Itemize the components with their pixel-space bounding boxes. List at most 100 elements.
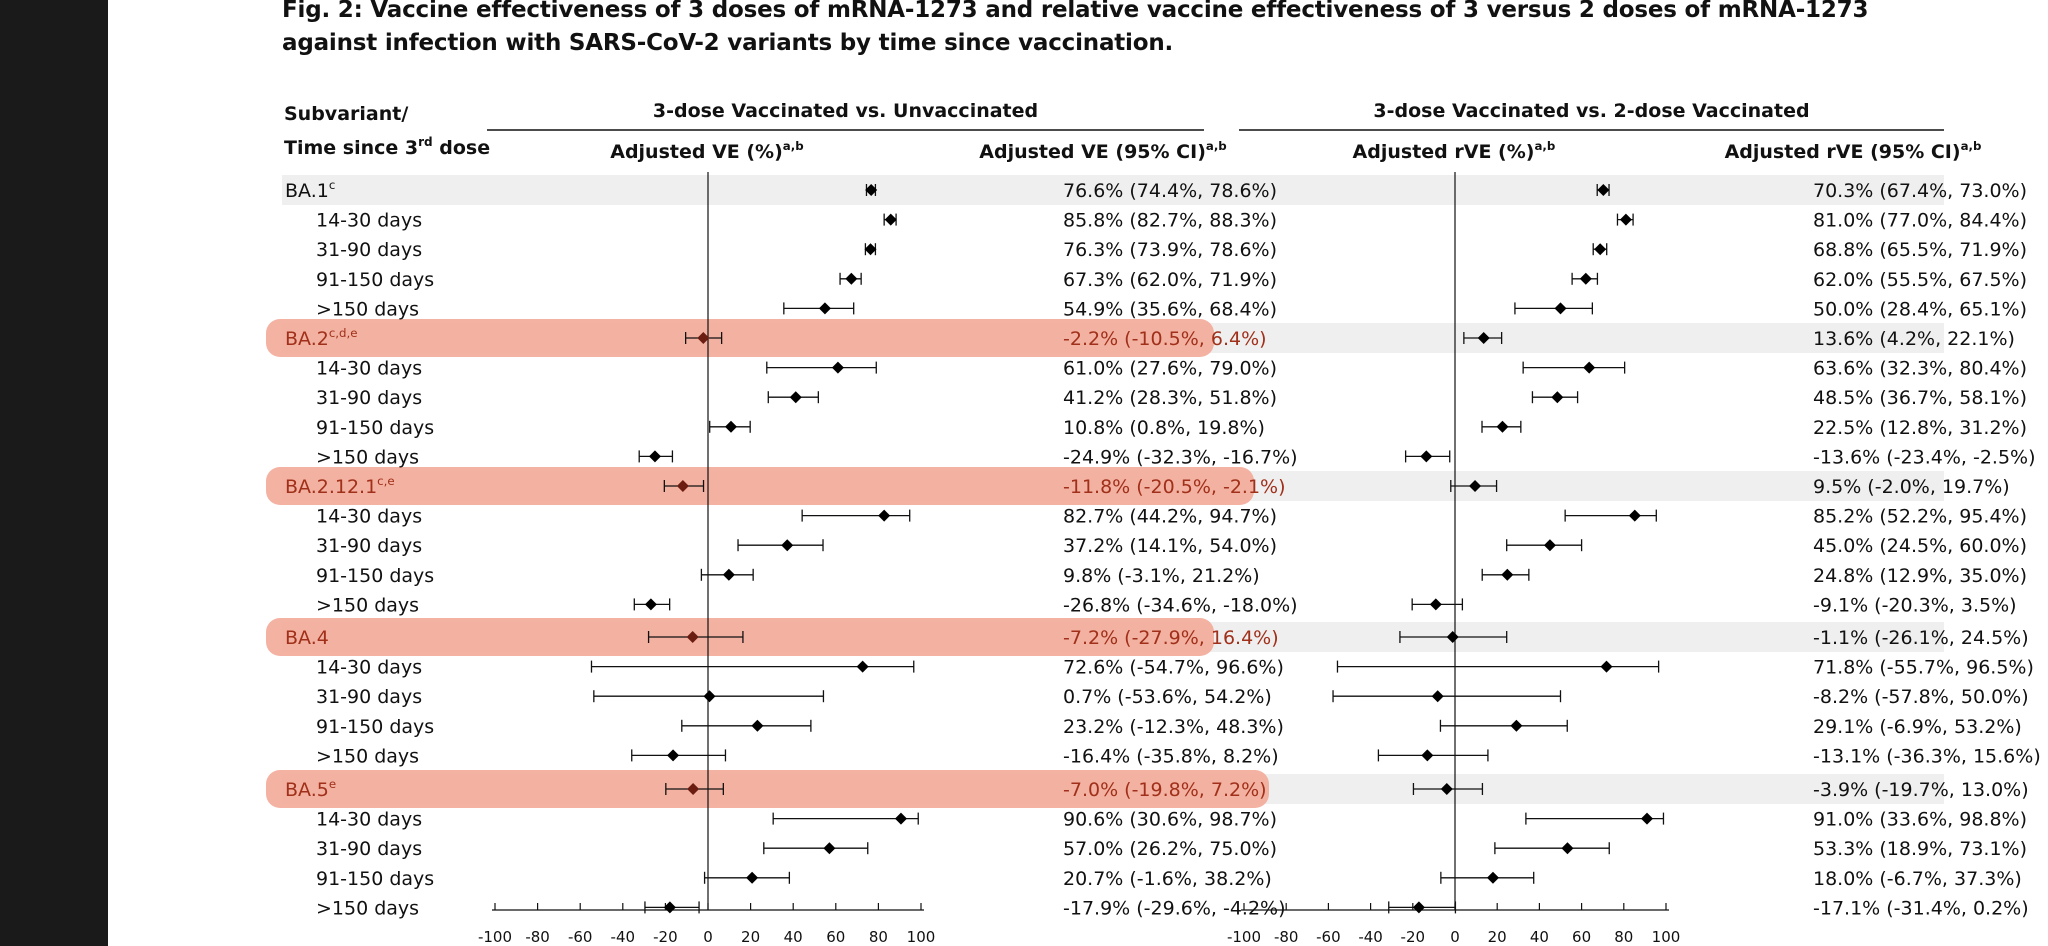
point-estimate-diamond [667,749,680,762]
estimate-ci-text: -7.2% (-27.9%, 16.4%) [1063,627,1279,649]
point-estimate-diamond [789,391,802,404]
point-estimate-diamond [686,631,699,643]
point-estimate-diamond [781,539,794,552]
row-header-line2: Time since 3rd dose [284,135,490,159]
point-estimate-diamond [697,332,710,344]
point-estimate-diamond [1501,568,1514,581]
estimate-ci-text: 85.2% (52.2%, 95.4%) [1813,506,2027,528]
plot-column-header-superscript: a,b [1534,139,1555,153]
x-tick-label: 20 [1488,928,1507,946]
point-estimate-diamond [1496,420,1509,433]
estimate-ci-text: 9.8% (-3.1%, 21.2%) [1063,565,1260,587]
row-label-time: 91-150 days [316,269,434,291]
estimate-ci-text: -9.1% (-20.3%, 3.5%) [1813,594,2017,616]
estimate-ci-text: 90.6% (30.6%, 98.7%) [1063,809,1277,831]
estimate-ci-text: 18.0% (-6.7%, 37.3%) [1813,868,2022,890]
estimate-ci-text: -2.2% (-10.5%, 6.4%) [1063,328,1267,350]
estimate-column-header-superscript: a,b [1206,139,1227,153]
row-label-time: 31-90 days [316,387,422,409]
point-estimate-diamond [1597,184,1610,196]
x-tick-label: -60 [568,928,593,946]
estimate-ci-text: 23.2% (-12.3%, 48.3%) [1063,716,1284,738]
estimate-ci-text: 57.0% (26.2%, 75.0%) [1063,838,1277,860]
estimate-ci-text: 85.8% (82.7%, 88.3%) [1063,210,1277,232]
point-estimate-diamond [648,450,661,463]
panel-unvaccinated: 3-dose Vaccinated vs. Unvaccinated Adjust… [478,100,1298,946]
estimate-ci-text: 20.7% (-1.6%, 38.2%) [1063,868,1272,890]
highlight-band [266,319,1214,357]
row-label-time: 14-30 days [316,657,422,679]
left-dark-margin [0,0,108,946]
estimate-ci-text: -8.2% (-57.8%, 50.0%) [1813,686,2029,708]
point-estimate-diamond [856,660,869,673]
estimate-ci-text: 72.6% (-54.7%, 96.6%) [1063,657,1284,679]
point-estimate-diamond [831,361,844,374]
panel-title: 3-dose Vaccinated vs. 2-dose Vaccinated [1373,100,1809,122]
row-label-group-superscript: e [329,777,336,791]
row-label-group: BA.2.12.1c,e [285,474,395,498]
point-estimate-diamond [884,213,897,226]
row-label-time: 14-30 days [316,358,422,380]
estimate-ci-text: -1.1% (-26.1%, 24.5%) [1813,627,2029,649]
point-estimate-diamond [1431,690,1444,703]
row-label-group: BA.1c [285,178,335,202]
estimate-ci-text: -17.9% (-29.6%, -4.2%) [1063,897,1286,919]
point-estimate-diamond [644,598,657,611]
row-header-superscript: rd [418,135,433,149]
estimate-ci-text: 29.1% (-6.9%, 53.2%) [1813,716,2022,738]
row-label-time: 91-150 days [316,565,434,587]
estimate-ci-text: -17.1% (-31.4%, 0.2%) [1813,897,2029,919]
estimate-ci-text: 0.7% (-53.6%, 54.2%) [1063,686,1272,708]
row-label-time: >150 days [316,745,419,767]
point-estimate-diamond [1628,509,1641,522]
point-estimate-diamond [1594,243,1607,256]
row-label-time: 91-150 days [316,868,434,890]
point-estimate-diamond [894,812,907,825]
figure-title: Fig. 2: Vaccine effectiveness of 3 doses… [282,0,1869,56]
row-label-time: 31-90 days [316,239,422,261]
estimate-ci-text: 91.0% (33.6%, 98.8%) [1813,809,2027,831]
highlight-band [266,467,1254,505]
point-estimate-diamond [845,272,858,285]
estimate-ci-text: -3.9% (-19.7%, 13.0%) [1813,779,2029,801]
x-tick-label: 20 [741,928,760,946]
estimate-ci-text: -16.4% (-35.8%, 8.2%) [1063,745,1279,767]
row-label-time: 91-150 days [316,716,434,738]
x-tick-label: 0 [703,928,713,946]
estimate-ci-text: -24.9% (-32.3%, -16.7%) [1063,446,1298,468]
x-tick-label: -80 [525,928,550,946]
estimate-ci-text: 68.8% (65.5%, 71.9%) [1813,239,2027,261]
x-tick-label: -80 [1274,928,1299,946]
point-estimate-diamond [878,509,891,522]
point-estimate-diamond [1486,871,1499,884]
estimate-ci-text: -11.8% (-20.5%, -2.1%) [1063,476,1286,498]
point-estimate-diamond [751,719,764,732]
estimate-ci-text: 48.5% (36.7%, 58.1%) [1813,387,2027,409]
x-tick-label: 80 [1614,928,1633,946]
row-label-time: >150 days [316,446,419,468]
estimate-ci-text: -26.8% (-34.6%, -18.0%) [1063,594,1298,616]
point-estimate-diamond [865,184,878,196]
estimate-ci-text: 22.5% (12.8%, 31.2%) [1813,417,2027,439]
point-estimate-diamond [1469,480,1482,492]
row-header-line1: Subvariant/ [284,103,408,125]
row-label-time: >150 days [316,298,419,320]
estimate-ci-text: 61.0% (27.6%, 79.0%) [1063,358,1277,380]
x-tick-label: 60 [826,928,845,946]
point-estimate-diamond [1429,598,1442,611]
point-estimate-diamond [1619,213,1632,226]
row-label-time: 31-90 days [316,686,422,708]
estimate-ci-text: 76.6% (74.4%, 78.6%) [1063,180,1277,202]
row-label-group-superscript: c,d,e [329,326,358,340]
estimate-column-header-superscript: a,b [1961,139,1982,153]
row-label-time: >150 days [316,897,419,919]
estimate-ci-text: 76.3% (73.9%, 78.6%) [1063,239,1277,261]
point-estimate-diamond [1420,450,1433,463]
estimate-ci-text: -13.6% (-23.4%, -2.5%) [1813,446,2036,468]
row-label-time: 14-30 days [316,809,422,831]
estimate-column-header: Adjusted VE (95% CI)a,b [979,139,1226,163]
estimate-column-header: Adjusted rVE (95% CI)a,b [1725,139,1982,163]
row-band-layer [266,175,1944,808]
point-estimate-diamond [823,842,836,855]
